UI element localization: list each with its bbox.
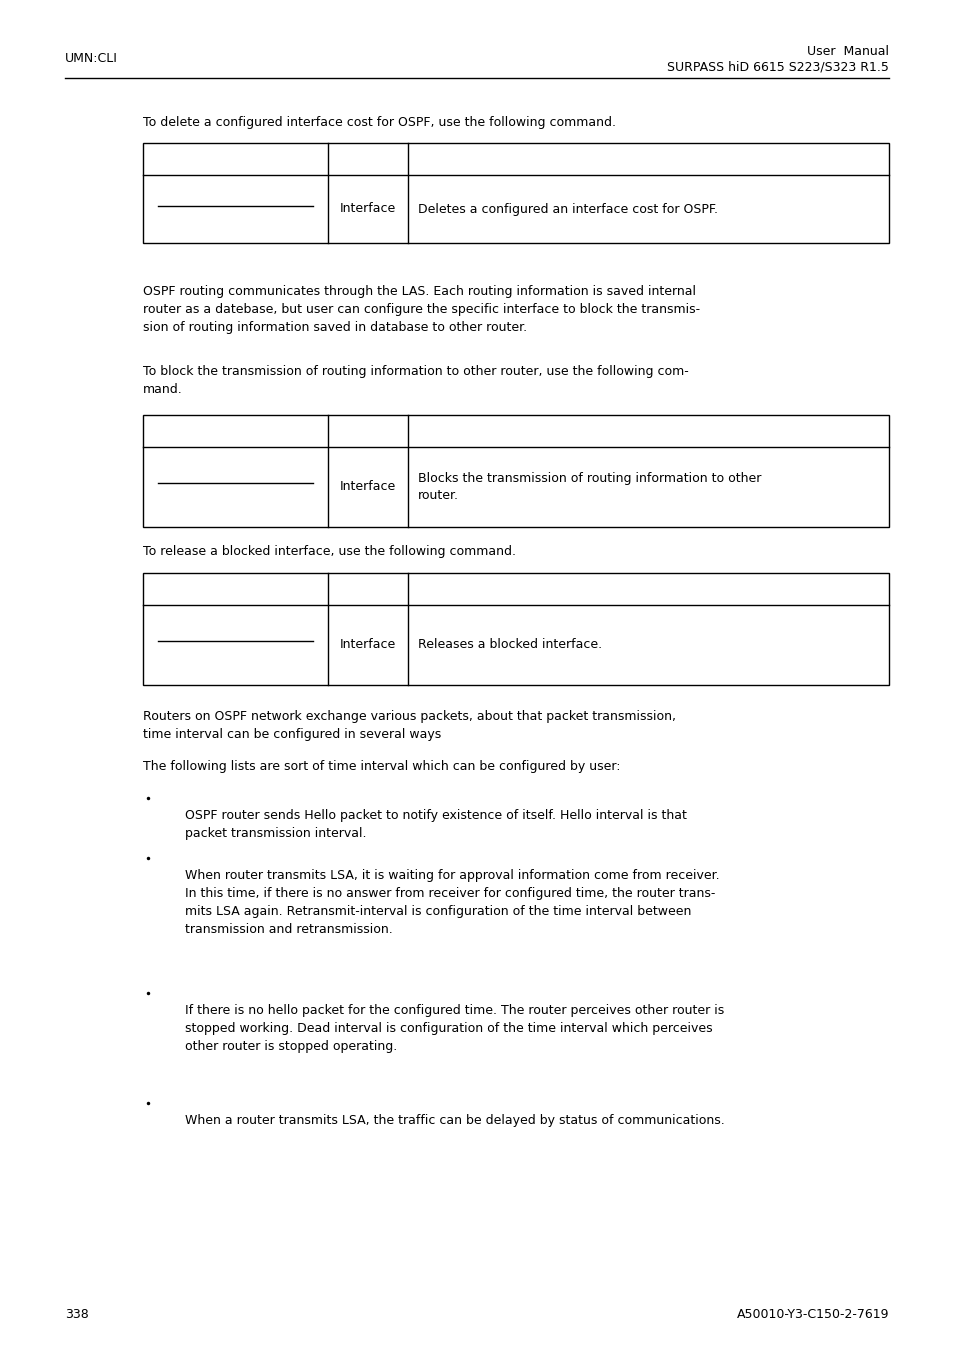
Text: Interface: Interface (339, 202, 395, 216)
Bar (143, 572, 888, 684)
Text: When router transmits LSA, it is waiting for approval information come from rece: When router transmits LSA, it is waiting… (185, 869, 719, 936)
Text: 338: 338 (65, 1308, 89, 1322)
Text: User  Manual: User Manual (806, 45, 888, 58)
Text: Interface: Interface (339, 639, 395, 652)
Text: Interface: Interface (339, 481, 395, 494)
Text: A50010-Y3-C150-2-7619: A50010-Y3-C150-2-7619 (736, 1308, 888, 1322)
Bar (143, 414, 888, 526)
Text: To delete a configured interface cost for OSPF, use the following command.: To delete a configured interface cost fo… (143, 116, 616, 130)
Text: Deletes a configured an interface cost for OSPF.: Deletes a configured an interface cost f… (417, 202, 718, 216)
Text: To release a blocked interface, use the following command.: To release a blocked interface, use the … (143, 545, 516, 558)
Text: Routers on OSPF network exchange various packets, about that packet transmission: Routers on OSPF network exchange various… (143, 710, 676, 741)
Text: If there is no hello packet for the configured time. The router perceives other : If there is no hello packet for the conf… (185, 1004, 723, 1053)
Bar (143, 143, 888, 243)
Text: UMN:CLI: UMN:CLI (65, 53, 118, 65)
Text: To block the transmission of routing information to other router, use the follow: To block the transmission of routing inf… (143, 364, 688, 396)
Text: OSPF routing communicates through the LAS. Each routing information is saved int: OSPF routing communicates through the LA… (143, 285, 700, 333)
Text: SURPASS hiD 6615 S223/S323 R1.5: SURPASS hiD 6615 S223/S323 R1.5 (666, 59, 888, 73)
Text: When a router transmits LSA, the traffic can be delayed by status of communicati: When a router transmits LSA, the traffic… (185, 1114, 724, 1127)
Text: The following lists are sort of time interval which can be configured by user:: The following lists are sort of time int… (143, 760, 619, 774)
Text: Blocks the transmission of routing information to other
router.: Blocks the transmission of routing infor… (417, 472, 760, 502)
Text: OSPF router sends Hello packet to notify existence of itself. Hello interval is : OSPF router sends Hello packet to notify… (185, 809, 686, 840)
Text: Releases a blocked interface.: Releases a blocked interface. (417, 639, 601, 652)
